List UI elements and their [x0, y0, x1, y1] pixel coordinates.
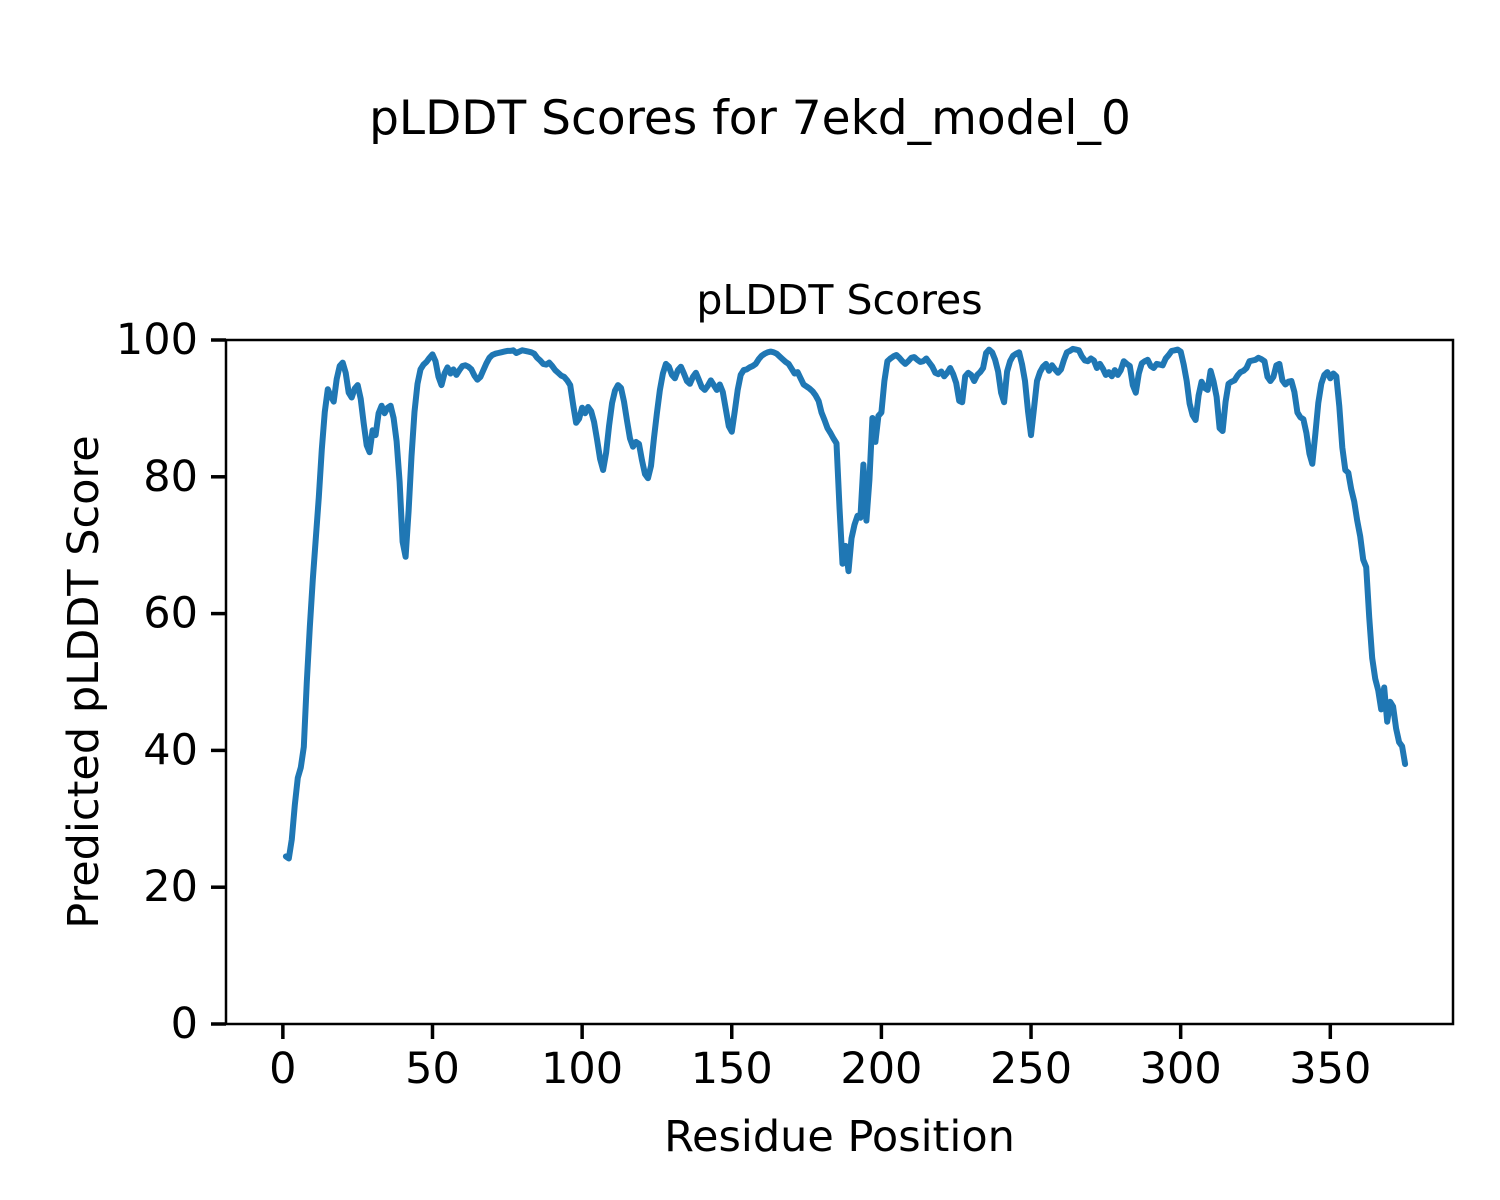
figure-title: pLDDT Scores for 7ekd_model_0 [369, 91, 1131, 146]
y-tick-label: 100 [116, 315, 198, 365]
x-tick-label: 300 [1140, 1044, 1222, 1094]
y-tick-label: 40 [143, 725, 198, 775]
y-tick-label: 80 [143, 452, 198, 502]
axes-title: pLDDT Scores [696, 276, 983, 324]
x-axis-label: Residue Position [664, 1112, 1015, 1162]
plddt-line [282, 345, 1409, 862]
x-tick-label: 50 [405, 1044, 460, 1094]
axes-frame [224, 338, 1455, 1026]
x-tick-label: 250 [990, 1044, 1072, 1094]
x-tick-label: 150 [691, 1044, 773, 1094]
x-tick-label: 200 [840, 1044, 922, 1094]
y-tick-label: 60 [143, 589, 198, 639]
x-tick-label: 0 [269, 1044, 296, 1094]
y-tick-label: 0 [171, 999, 198, 1049]
x-tick-label: 350 [1289, 1044, 1371, 1094]
x-tick-label: 100 [541, 1044, 623, 1094]
y-tick-label: 20 [143, 862, 198, 912]
